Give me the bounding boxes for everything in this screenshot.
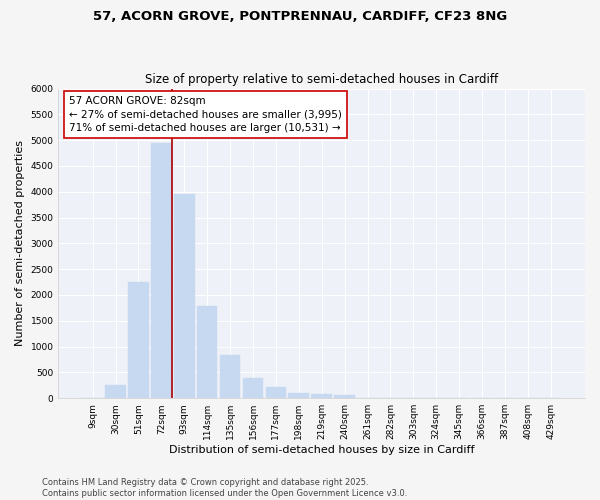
Bar bbox=[311, 394, 332, 398]
Text: 57, ACORN GROVE, PONTPRENNAU, CARDIFF, CF23 8NG: 57, ACORN GROVE, PONTPRENNAU, CARDIFF, C… bbox=[93, 10, 507, 23]
X-axis label: Distribution of semi-detached houses by size in Cardiff: Distribution of semi-detached houses by … bbox=[169, 445, 475, 455]
Title: Size of property relative to semi-detached houses in Cardiff: Size of property relative to semi-detach… bbox=[145, 73, 498, 86]
Bar bbox=[220, 355, 241, 398]
Text: 57 ACORN GROVE: 82sqm
← 27% of semi-detached houses are smaller (3,995)
71% of s: 57 ACORN GROVE: 82sqm ← 27% of semi-deta… bbox=[69, 96, 342, 132]
Bar bbox=[105, 384, 126, 398]
Y-axis label: Number of semi-detached properties: Number of semi-detached properties bbox=[15, 140, 25, 346]
Text: Contains HM Land Registry data © Crown copyright and database right 2025.
Contai: Contains HM Land Registry data © Crown c… bbox=[42, 478, 407, 498]
Bar bbox=[128, 282, 149, 398]
Bar bbox=[334, 396, 355, 398]
Bar bbox=[197, 306, 217, 398]
Bar bbox=[174, 194, 194, 398]
Bar bbox=[266, 388, 286, 398]
Bar bbox=[151, 144, 172, 398]
Bar bbox=[289, 392, 309, 398]
Bar bbox=[242, 378, 263, 398]
